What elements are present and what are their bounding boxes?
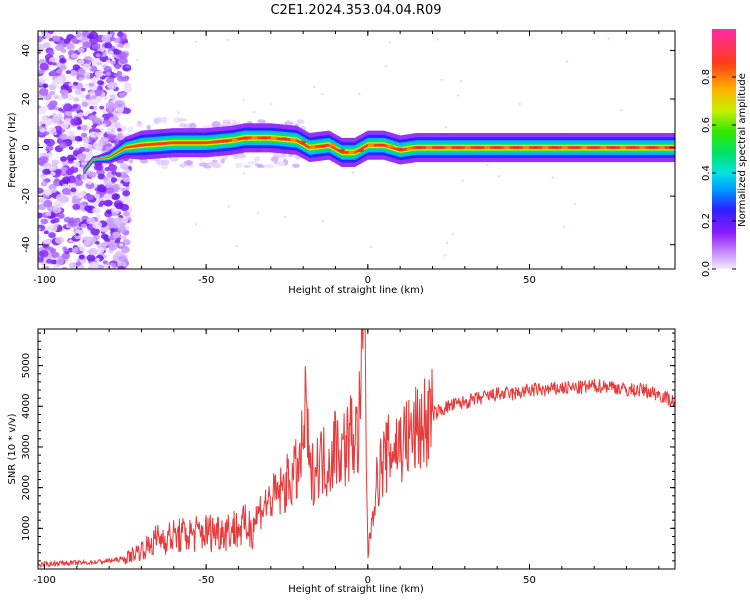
spectrogram-x-tick-label: -50	[198, 275, 214, 286]
snr-y-label: SNR (10 * v/v)	[7, 413, 18, 484]
colorbar-scale	[712, 29, 736, 269]
spectrogram-y-tick-label: -40	[21, 237, 32, 253]
snr-y-tick-label: 3000	[21, 434, 32, 459]
snr-x-tick-label: -50	[198, 575, 214, 586]
chart-title: C2E1.2024.353.04.04.R09	[270, 3, 441, 18]
spectrogram-y-tick-label: 40	[21, 44, 32, 57]
snr-series-line	[38, 329, 675, 568]
snr-x-tick-label: 0	[365, 575, 371, 586]
snr-x-ticks: -100 -50 0 50	[33, 329, 660, 586]
snr-y-tick-label: 1000	[21, 516, 32, 541]
ridge-band	[83, 134, 675, 173]
spectrogram-x-ticks: -100 -50 0 50	[33, 31, 660, 286]
spectrogram-x-tick-label: -100	[33, 275, 56, 286]
spectrogram-y-tick-label: -20	[21, 188, 32, 204]
snr-y-ticks: 1000 2000 3000 4000 5000	[21, 332, 675, 562]
spectrogram-x-tick-label: 50	[523, 275, 536, 286]
spectrogram-panel: -100 -50 0 50 40 20 0 -20 -40 Height of straigh…	[7, 30, 676, 296]
snr-x-tick-label: -100	[33, 575, 56, 586]
spectrogram-frame	[37, 30, 676, 270]
colorbar-tick-label: 0.2	[701, 213, 712, 229]
snr-y-tick-label: 2000	[21, 475, 32, 500]
spectrogram-y-tick-label: 0	[21, 144, 32, 150]
colorbar-label: Normalized spectral amplitude	[737, 73, 748, 227]
snr-frame	[37, 328, 676, 570]
colorbar-tick-label: 0.8	[701, 69, 712, 85]
spectrogram-x-tick-label: 0	[365, 275, 371, 286]
spectrogram-x-label: Height of straight line (km)	[288, 285, 424, 296]
spectrogram-y-label: Frequency (Hz)	[7, 112, 18, 188]
colorbar-tick-label: 0.6	[701, 117, 712, 133]
snr-y-tick-label: 5000	[21, 353, 32, 378]
snr-x-label: Height of straight line (km)	[288, 584, 424, 595]
colorbar-tick-label: 0.0	[701, 261, 712, 277]
ridge-layer	[83, 123, 675, 176]
spectrogram-y-ticks: 40 20 0 -20 -40	[21, 44, 675, 253]
snr-panel: -100 -50 0 50 1000 2000 3000 4000 5000 Height o…	[7, 328, 676, 595]
colorbar-ticks: 0.0 0.2 0.4 0.6 0.8	[701, 69, 736, 277]
snr-x-tick-label: 50	[523, 575, 536, 586]
colorbar: 0.0 0.2 0.4 0.6 0.8 Normalized spectral ampl…	[701, 29, 748, 277]
colorbar-tick-label: 0.4	[701, 165, 712, 181]
snr-y-tick-label: 4000	[21, 394, 32, 419]
spectrogram-y-tick-label: 20	[21, 93, 32, 106]
